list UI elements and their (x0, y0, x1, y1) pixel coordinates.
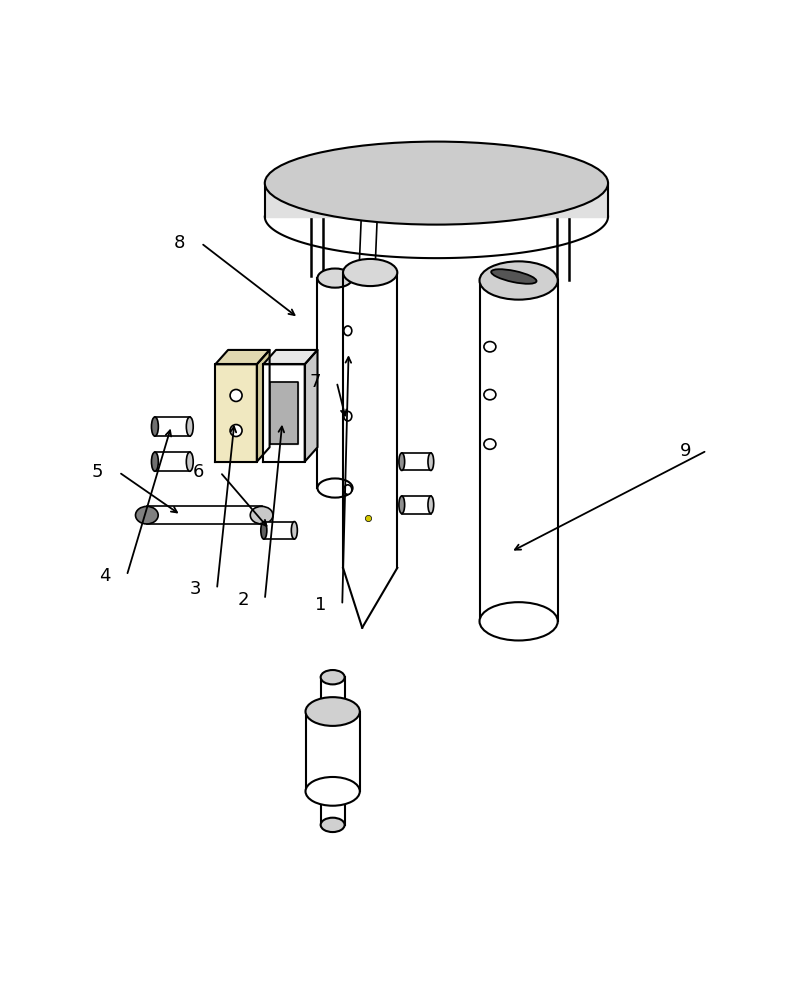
Ellipse shape (320, 670, 344, 684)
Ellipse shape (480, 602, 557, 640)
Text: 3: 3 (190, 580, 201, 598)
Text: 7: 7 (309, 373, 320, 391)
Ellipse shape (265, 142, 608, 225)
Ellipse shape (230, 425, 242, 437)
Ellipse shape (484, 389, 496, 400)
Polygon shape (304, 350, 317, 462)
Text: 5: 5 (91, 463, 103, 481)
Polygon shape (305, 712, 360, 791)
Ellipse shape (428, 453, 433, 470)
Text: 8: 8 (174, 234, 185, 252)
Polygon shape (265, 183, 608, 217)
Ellipse shape (305, 697, 360, 726)
Polygon shape (270, 382, 298, 444)
Ellipse shape (317, 478, 352, 498)
Polygon shape (257, 350, 270, 462)
Ellipse shape (399, 496, 405, 514)
Polygon shape (480, 280, 557, 621)
Ellipse shape (151, 452, 159, 471)
Polygon shape (264, 364, 304, 462)
Ellipse shape (399, 453, 405, 470)
Ellipse shape (292, 522, 297, 539)
Text: 1: 1 (315, 596, 326, 614)
Polygon shape (155, 452, 190, 471)
Polygon shape (343, 273, 397, 568)
Ellipse shape (230, 389, 242, 401)
Polygon shape (147, 506, 262, 524)
Ellipse shape (250, 506, 273, 524)
Polygon shape (317, 278, 352, 488)
Ellipse shape (428, 496, 433, 514)
Text: 4: 4 (99, 567, 111, 585)
Ellipse shape (491, 269, 537, 284)
Ellipse shape (187, 452, 193, 471)
Ellipse shape (320, 818, 344, 832)
Text: 9: 9 (679, 442, 691, 460)
Ellipse shape (135, 506, 158, 524)
Ellipse shape (484, 342, 496, 352)
Text: 6: 6 (193, 463, 204, 481)
Ellipse shape (344, 326, 352, 336)
Ellipse shape (151, 417, 159, 436)
Polygon shape (320, 791, 344, 825)
Polygon shape (402, 453, 431, 470)
Text: 2: 2 (237, 591, 249, 609)
Ellipse shape (317, 269, 352, 288)
Polygon shape (215, 364, 257, 462)
Polygon shape (215, 350, 270, 364)
Ellipse shape (344, 485, 352, 494)
Polygon shape (320, 677, 344, 712)
Polygon shape (264, 522, 294, 539)
Ellipse shape (344, 411, 352, 421)
Ellipse shape (484, 439, 496, 449)
Polygon shape (264, 350, 317, 364)
Ellipse shape (261, 522, 267, 539)
Ellipse shape (480, 261, 557, 300)
Polygon shape (402, 496, 431, 514)
Ellipse shape (187, 417, 193, 436)
Ellipse shape (343, 259, 397, 286)
Polygon shape (343, 568, 397, 628)
Polygon shape (155, 417, 190, 436)
Ellipse shape (305, 777, 360, 806)
